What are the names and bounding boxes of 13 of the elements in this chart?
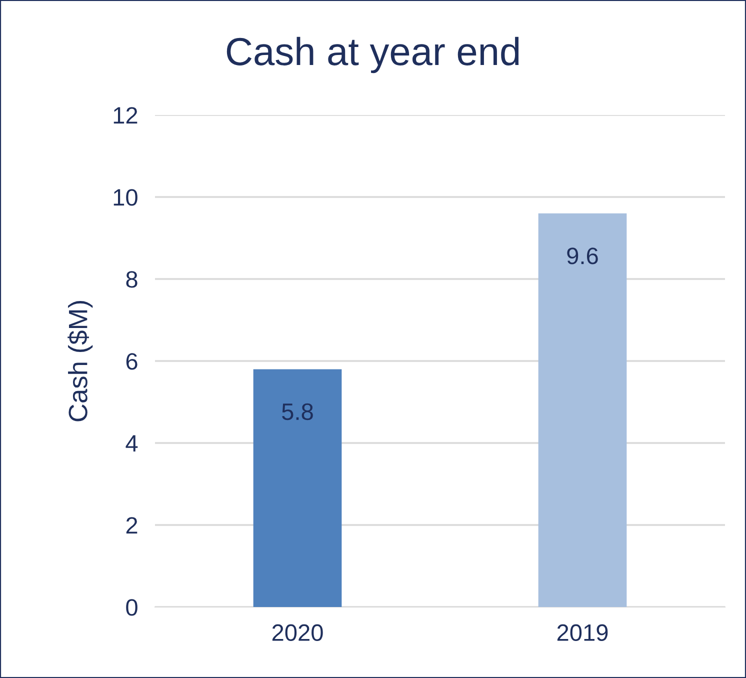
x-tick-label: 2019 — [557, 624, 608, 642]
y-tick-label: 4 — [126, 435, 138, 452]
y-tick-label: 2 — [126, 517, 138, 534]
y-tick-label: 8 — [126, 271, 138, 288]
chart-title: Cash at year end — [226, 36, 519, 74]
x-tick-label: 2020 — [272, 624, 323, 642]
y-tick-label: 6 — [126, 353, 138, 370]
y-tick-label: 10 — [114, 189, 138, 206]
y-axis-title: Cash ($M) — [68, 301, 93, 422]
y-tick-label: 12 — [114, 107, 138, 124]
data-label: 5.8 — [282, 403, 313, 420]
y-tick-label: 0 — [126, 599, 138, 616]
data-label: 9.6 — [567, 248, 598, 264]
